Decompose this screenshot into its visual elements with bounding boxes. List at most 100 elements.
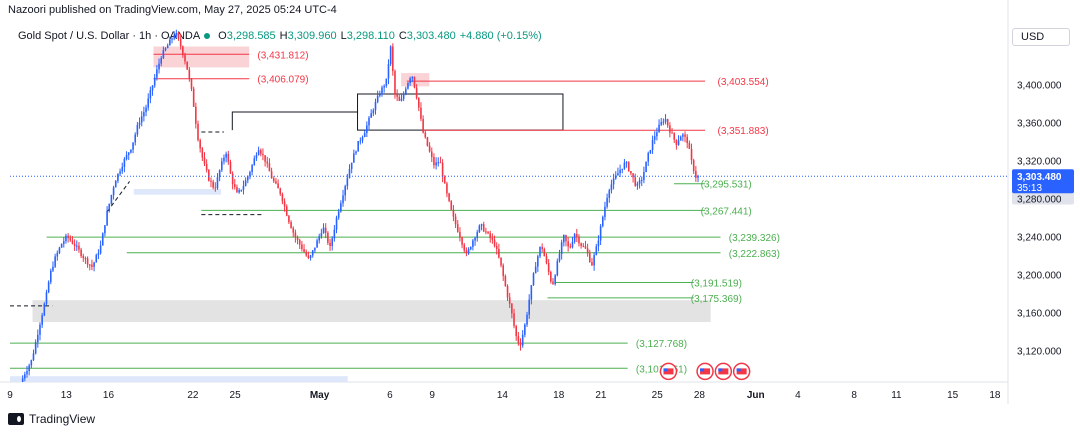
candle-body: [539, 246, 541, 257]
candle-body: [112, 187, 115, 196]
candle-body: [192, 88, 195, 107]
x-tick-label: 9: [7, 390, 13, 401]
x-tick-label: 25: [230, 390, 242, 401]
candle-body: [662, 121, 665, 123]
candle-body: [67, 235, 69, 238]
candle-body: [614, 175, 617, 179]
candle-body: [673, 133, 676, 140]
level-label: (3,127.768): [636, 339, 687, 350]
level-label: (3,175.369): [691, 294, 742, 305]
candle-body: [227, 153, 230, 162]
candle-body: [151, 85, 154, 91]
candle-body: [309, 255, 312, 258]
candle-body: [433, 157, 435, 166]
candle-body: [508, 297, 511, 304]
candle-body: [285, 206, 288, 216]
candle-body: [480, 224, 483, 226]
candle-body: [179, 38, 182, 47]
candle-body: [294, 232, 297, 238]
candle-body: [666, 119, 669, 126]
open-value: 3,298.585: [226, 30, 276, 42]
candle-body: [396, 94, 398, 97]
candle-body: [560, 242, 563, 254]
candle-body: [543, 249, 546, 257]
candle-body: [426, 137, 429, 146]
candle-body: [307, 255, 310, 258]
candle-body: [117, 173, 119, 181]
candle-body: [424, 132, 427, 138]
x-tick-label: 18: [553, 390, 565, 401]
level-label: (3,295.531): [701, 180, 752, 191]
candle-body: [428, 145, 431, 152]
candle-body: [379, 94, 381, 96]
candle-body: [97, 253, 100, 256]
candle-body: [75, 245, 78, 247]
x-tick-label: 9: [429, 390, 435, 401]
open-label: O: [218, 30, 227, 42]
candle-body: [26, 371, 28, 375]
candle-body: [398, 96, 401, 101]
candle-body: [257, 150, 260, 156]
candle-body: [439, 162, 442, 164]
level-label: (3,431.812): [257, 50, 308, 61]
supply-zone: [153, 46, 250, 68]
x-tick-label: 25: [652, 390, 664, 401]
candle-body: [123, 158, 126, 167]
candle-body: [550, 272, 552, 282]
candle-body: [32, 353, 35, 361]
candle-body: [145, 107, 147, 113]
candle-body: [491, 238, 494, 240]
candle-body: [679, 136, 682, 141]
candle-body: [253, 158, 256, 166]
candle-body: [80, 249, 82, 257]
candle-body: [305, 251, 308, 256]
candle-body: [465, 250, 468, 254]
candle-body: [346, 177, 349, 187]
candle-body: [195, 106, 197, 124]
symbol-legend[interactable]: Gold Spot / U.S. Dollar · 1h · OANDA O3,2…: [18, 30, 542, 42]
candle-body: [186, 61, 188, 70]
candle-body: [582, 245, 585, 247]
candle-body: [381, 87, 383, 95]
candle-body: [653, 136, 656, 140]
candle-body: [24, 374, 26, 379]
candle-body: [612, 178, 615, 185]
tradingview-logo[interactable]: TradingView: [8, 412, 95, 426]
candle-body: [684, 134, 686, 137]
candle-body: [331, 238, 334, 246]
candle-body: [452, 209, 455, 217]
candle-body: [355, 151, 357, 154]
candle-body: [578, 236, 580, 244]
x-tick-label: 8: [851, 390, 857, 401]
last-price-tag[interactable]: [1012, 169, 1074, 194]
candle-body: [164, 48, 167, 51]
candle-body: [647, 152, 650, 162]
candle-body: [244, 180, 247, 187]
candle-body: [249, 171, 251, 177]
candle-body: [127, 152, 130, 155]
currency-selector[interactable]: USD: [1012, 28, 1070, 46]
candle-body: [636, 183, 639, 186]
axis-price-badge-label: 3,280.000: [1017, 195, 1062, 206]
candle-body: [552, 281, 554, 285]
candle-body: [565, 235, 567, 242]
high-label: H: [279, 30, 288, 42]
candle-body: [606, 197, 608, 207]
candle-body: [530, 285, 533, 300]
candle-body: [498, 248, 500, 258]
candle-body: [409, 78, 411, 84]
high-value: 3,309.960: [287, 30, 337, 42]
candle-body: [528, 299, 530, 315]
candle-body: [333, 229, 336, 239]
x-tick-label: 28: [694, 390, 706, 401]
y-tick-label: 3,160.000: [1017, 309, 1062, 320]
candle-body: [411, 76, 414, 79]
candle-body: [441, 162, 444, 177]
last-price-label: 3,303.480: [1017, 172, 1062, 183]
us-flag-canton: [663, 368, 668, 372]
candle-body: [318, 236, 321, 241]
candle-body: [675, 139, 678, 145]
candle-body: [223, 157, 225, 162]
x-tick-label: 18: [989, 390, 1001, 401]
